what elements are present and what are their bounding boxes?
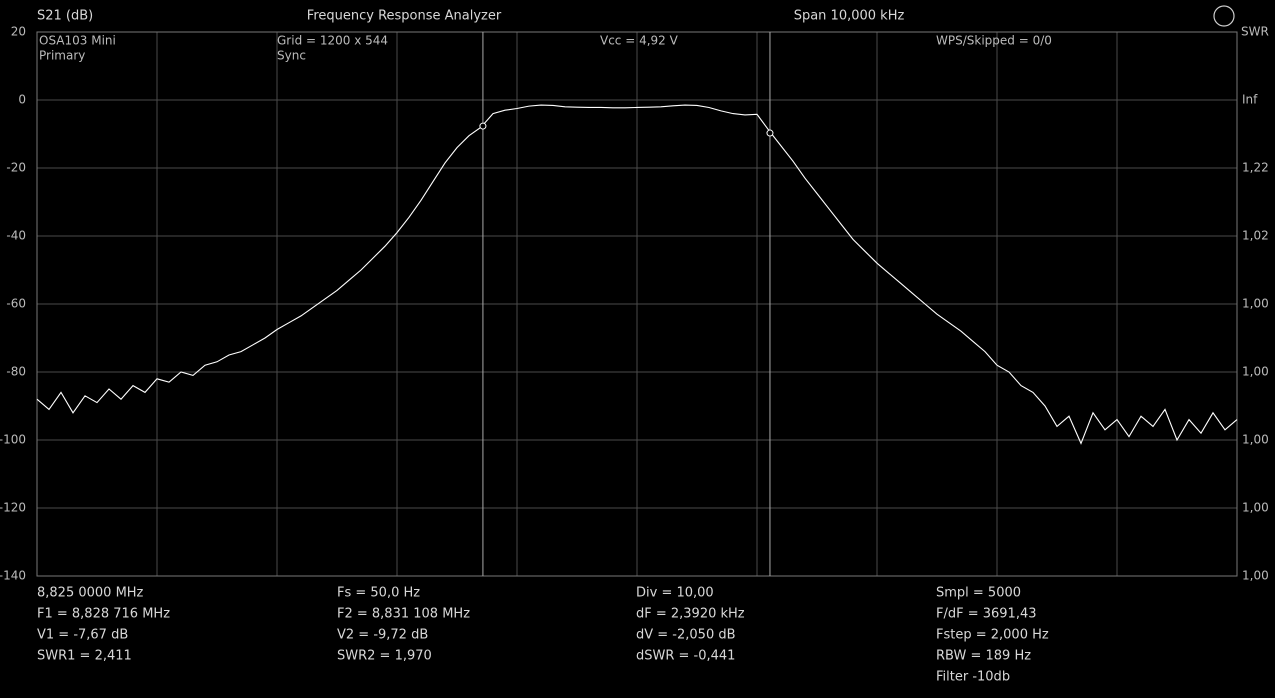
y-tick-label: -80 — [6, 365, 26, 379]
plot-frame — [36, 31, 1238, 577]
vcc-label: Vcc = 4,92 V — [600, 34, 679, 48]
readout: Filter -10db — [936, 670, 1010, 685]
y-tick-label: 20 — [11, 25, 26, 39]
y2-tick-label: 1,00 — [1242, 365, 1269, 379]
y-tick-label: -100 — [0, 433, 26, 447]
y2-tick-label: 1,00 — [1242, 433, 1269, 447]
readout: dF = 2,3920 kHz — [636, 607, 745, 622]
wps-label: WPS/Skipped = 0/0 — [936, 34, 1052, 48]
readout: Fs = 50,0 Hz — [337, 586, 420, 601]
y2-tick-label: 1,22 — [1242, 161, 1269, 175]
y-tick-label: -20 — [6, 161, 26, 175]
readout: dV = -2,050 dB — [636, 628, 736, 643]
readout: V2 = -9,72 dB — [337, 628, 428, 643]
sync-label: Sync — [277, 49, 306, 63]
status-button[interactable] — [1213, 5, 1235, 27]
readout: 8,825 0000 MHz — [37, 586, 144, 601]
marker-point — [766, 129, 774, 137]
readout: V1 = -7,67 dB — [37, 628, 128, 643]
y-tick-label: -140 — [0, 569, 26, 583]
readout: SWR1 = 2,411 — [37, 649, 132, 664]
readout: F1 = 8,828 716 MHz — [37, 607, 170, 622]
header-left: S21 (dB) — [37, 9, 93, 24]
readout: SWR2 = 1,970 — [337, 649, 432, 664]
response-trace — [36, 104, 1238, 445]
y-tick-label: 0 — [18, 93, 26, 107]
grid-label: Grid = 1200 x 544 — [277, 34, 388, 48]
y-tick-label: -120 — [0, 501, 26, 515]
y2-tick-label: Inf — [1242, 93, 1258, 107]
y2-title: SWR — [1241, 25, 1269, 39]
readout: RBW = 189 Hz — [936, 649, 1031, 664]
y2-tick-label: 1,00 — [1242, 297, 1269, 311]
readout: dSWR = -0,441 — [636, 649, 735, 664]
y-tick-label: -40 — [6, 229, 26, 243]
mode-label: Primary — [39, 49, 85, 63]
plot — [36, 31, 1238, 577]
y2-tick-label: 1,00 — [1242, 569, 1269, 583]
readout: Div = 10,00 — [636, 586, 714, 601]
y2-tick-label: 1,02 — [1242, 229, 1269, 243]
readout: F2 = 8,831 108 MHz — [337, 607, 470, 622]
header-span: Span 10,000 kHz — [794, 9, 905, 24]
readout: F/dF = 3691,43 — [936, 607, 1037, 622]
header-title: Frequency Response Analyzer — [307, 9, 502, 24]
device-label: OSA103 Mini — [39, 34, 116, 48]
y-tick-label: -60 — [6, 297, 26, 311]
readout: Smpl = 5000 — [936, 586, 1021, 601]
readout: Fstep = 2,000 Hz — [936, 628, 1049, 643]
marker-point — [479, 122, 487, 130]
y2-tick-label: 1,00 — [1242, 501, 1269, 515]
